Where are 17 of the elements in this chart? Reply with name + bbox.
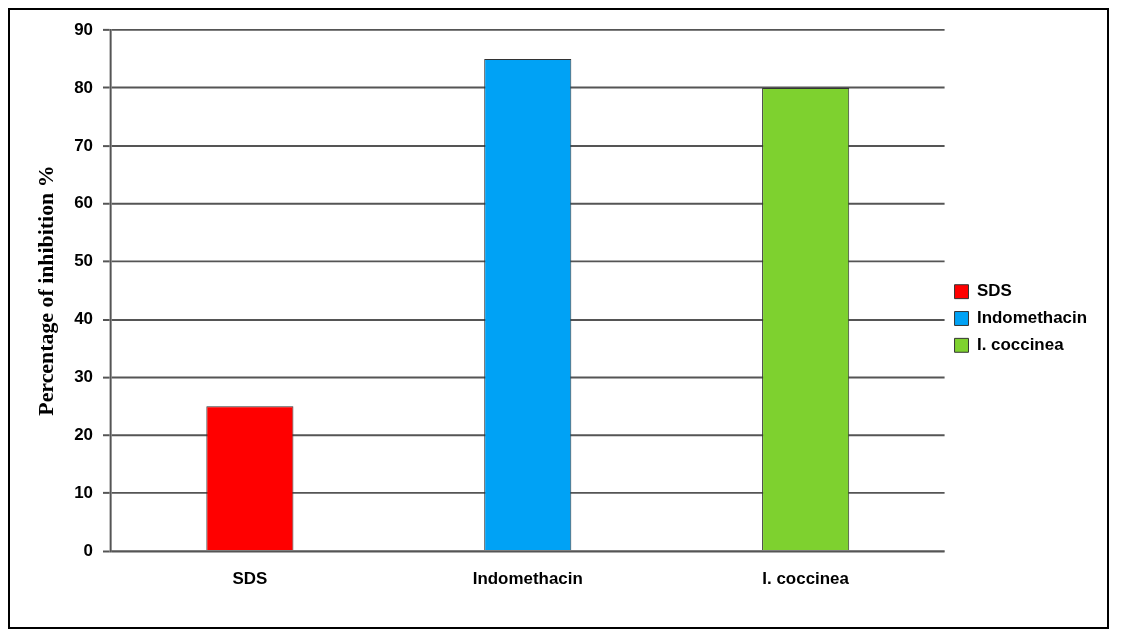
x-tick-label: SDS [232, 568, 268, 588]
y-tick-label: 20 [74, 424, 94, 444]
legend-label: SDS [976, 281, 1012, 301]
y-tick-label: 80 [74, 77, 94, 97]
legend-label: Indomethacin [976, 308, 1088, 328]
y-tick-label: 50 [74, 251, 94, 271]
y-tick-label: 40 [74, 309, 94, 329]
y-tick-label: 70 [74, 135, 94, 155]
y-tick-label: 30 [74, 367, 94, 387]
y-tick-label: 90 [74, 19, 94, 39]
legend-label: I. coccinea [976, 335, 1065, 354]
y-axis-title: Percentage of inhibition % [33, 165, 58, 416]
y-tick-label: 60 [74, 193, 94, 213]
x-tick-label: Indomethacin [472, 568, 583, 588]
y-tick-label: 10 [74, 482, 94, 502]
y-tick-label: 0 [83, 540, 94, 560]
x-tick-label: I. coccinea [762, 568, 850, 588]
